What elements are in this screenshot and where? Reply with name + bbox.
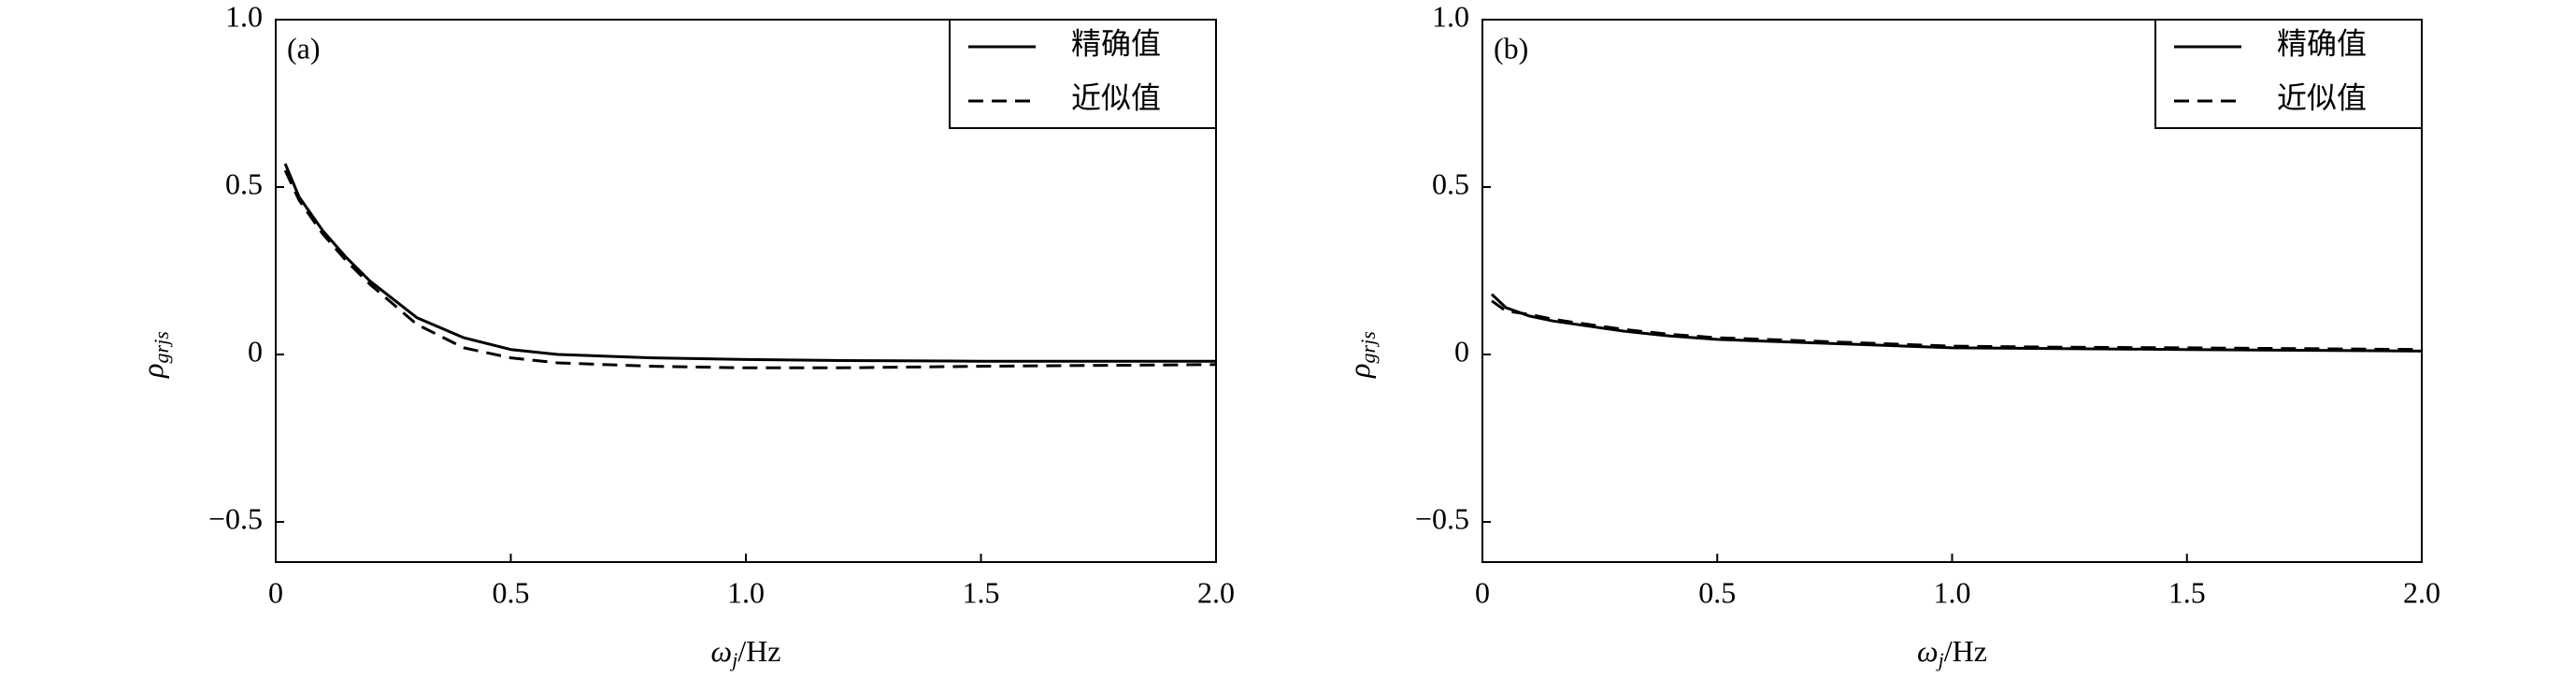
panel-label: (b) bbox=[1494, 31, 1528, 65]
legend-label: 精确值 bbox=[1071, 26, 1161, 60]
y-axis-label: ρgrjs bbox=[1342, 331, 1380, 379]
x-label-rest: /Hz bbox=[737, 634, 780, 668]
x-tick-label: 2.0 bbox=[1197, 575, 1235, 609]
y-tick-label: 1.0 bbox=[225, 0, 263, 33]
x-tick-label: 0 bbox=[268, 575, 283, 609]
x-tick-label: 1.5 bbox=[963, 575, 1000, 609]
y-tick-label: −0.5 bbox=[1415, 501, 1469, 535]
x-label-main: ω bbox=[1917, 634, 1939, 668]
legend-box bbox=[2154, 19, 2423, 129]
y-label-main: ρ bbox=[1342, 363, 1376, 378]
y-label-sub: grjs bbox=[1356, 331, 1380, 363]
series-line bbox=[1490, 293, 2423, 353]
x-label-sub: j bbox=[729, 648, 737, 672]
x-axis-label: ωj/Hz bbox=[1917, 634, 1987, 672]
x-tick-label: 0.5 bbox=[1698, 575, 1736, 609]
x-label-rest: /Hz bbox=[1944, 634, 1987, 668]
legend-box bbox=[949, 19, 1217, 129]
y-tick-label: 0 bbox=[1454, 334, 1469, 368]
x-tick-label: 0 bbox=[1475, 575, 1490, 609]
y-tick-label: 0.5 bbox=[1432, 166, 1469, 200]
x-label-main: ω bbox=[711, 634, 733, 668]
series-line bbox=[1491, 299, 2423, 352]
legend-label: 近似值 bbox=[1071, 80, 1161, 114]
x-tick-label: 0.5 bbox=[493, 575, 530, 609]
y-label-main: ρ bbox=[136, 363, 169, 378]
x-axis-label: ωj/Hz bbox=[711, 634, 781, 672]
x-tick-label: 1.0 bbox=[727, 575, 765, 609]
x-tick-label: 1.0 bbox=[1934, 575, 1971, 609]
x-tick-label: 1.5 bbox=[2168, 575, 2206, 609]
x-label-sub: j bbox=[1936, 648, 1944, 672]
y-axis-label: ρgrjs bbox=[136, 331, 173, 379]
y-label-sub: grjs bbox=[150, 331, 173, 363]
series-line bbox=[283, 163, 1216, 363]
series-line bbox=[283, 169, 1217, 369]
legend-label: 近似值 bbox=[2277, 80, 2367, 114]
panel-label: (a) bbox=[287, 31, 321, 65]
x-tick-label: 2.0 bbox=[2403, 575, 2440, 609]
y-tick-label: 1.0 bbox=[1432, 0, 1469, 33]
legend-label: 精确值 bbox=[2277, 26, 2367, 60]
y-tick-label: 0.5 bbox=[225, 166, 263, 200]
y-tick-label: −0.5 bbox=[208, 501, 263, 535]
y-tick-label: 0 bbox=[248, 334, 263, 368]
